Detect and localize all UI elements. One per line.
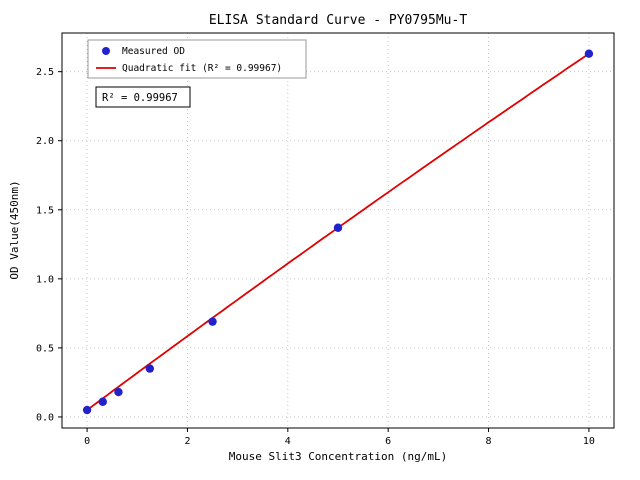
data-point [208, 317, 217, 326]
y-tick-label: 1.0 [36, 274, 54, 285]
data-point [82, 405, 92, 415]
x-tick-label: 6 [385, 436, 391, 447]
data-point [333, 223, 343, 232]
x-tick-label: 4 [285, 436, 291, 447]
x-tick-label: 0 [84, 436, 90, 447]
x-axis-label: Mouse Slit3 Concentration (ng/mL) [229, 450, 448, 463]
y-axis-label: OD Value(450nm) [8, 180, 21, 279]
y-tick-label: 1.5 [36, 205, 54, 216]
x-tick-label: 10 [583, 436, 595, 447]
y-tick-label: 0.5 [36, 343, 54, 354]
r-squared-annotation-box [95, 86, 191, 108]
y-tick-label: 0.0 [36, 412, 54, 423]
data-point [98, 397, 107, 406]
chart-title: ELISA Standard Curve - PY0795Mu-T [209, 13, 467, 28]
plot-border [61, 32, 615, 429]
y-tick-label: 2.0 [36, 136, 54, 147]
x-tick-label: 8 [486, 436, 492, 447]
x-tick-label: 2 [184, 436, 190, 447]
legend-box [87, 39, 307, 79]
tick-layer: 0 2 4 6 8 10 0.0 0.5 1.0 1.5 2.0 2.5 [36, 67, 595, 447]
r-squared-annotation: R² = 0.99967 [95, 86, 191, 108]
legend-label-measured-od: Measured OD [122, 46, 185, 57]
legend: Measured OD Quadratic fit (R² = 0.99967) [87, 39, 307, 79]
data-point [584, 49, 594, 58]
data-point [114, 387, 123, 397]
data-point [145, 364, 155, 373]
legend-label-quadratic-fit: Quadratic fit (R² = 0.99967) [122, 63, 282, 74]
series-layer [82, 49, 594, 415]
legend-marker-measured-od-icon [102, 47, 110, 55]
r-squared-text: R² = 0.99967 [102, 92, 178, 104]
y-tick-label: 2.5 [36, 67, 54, 78]
